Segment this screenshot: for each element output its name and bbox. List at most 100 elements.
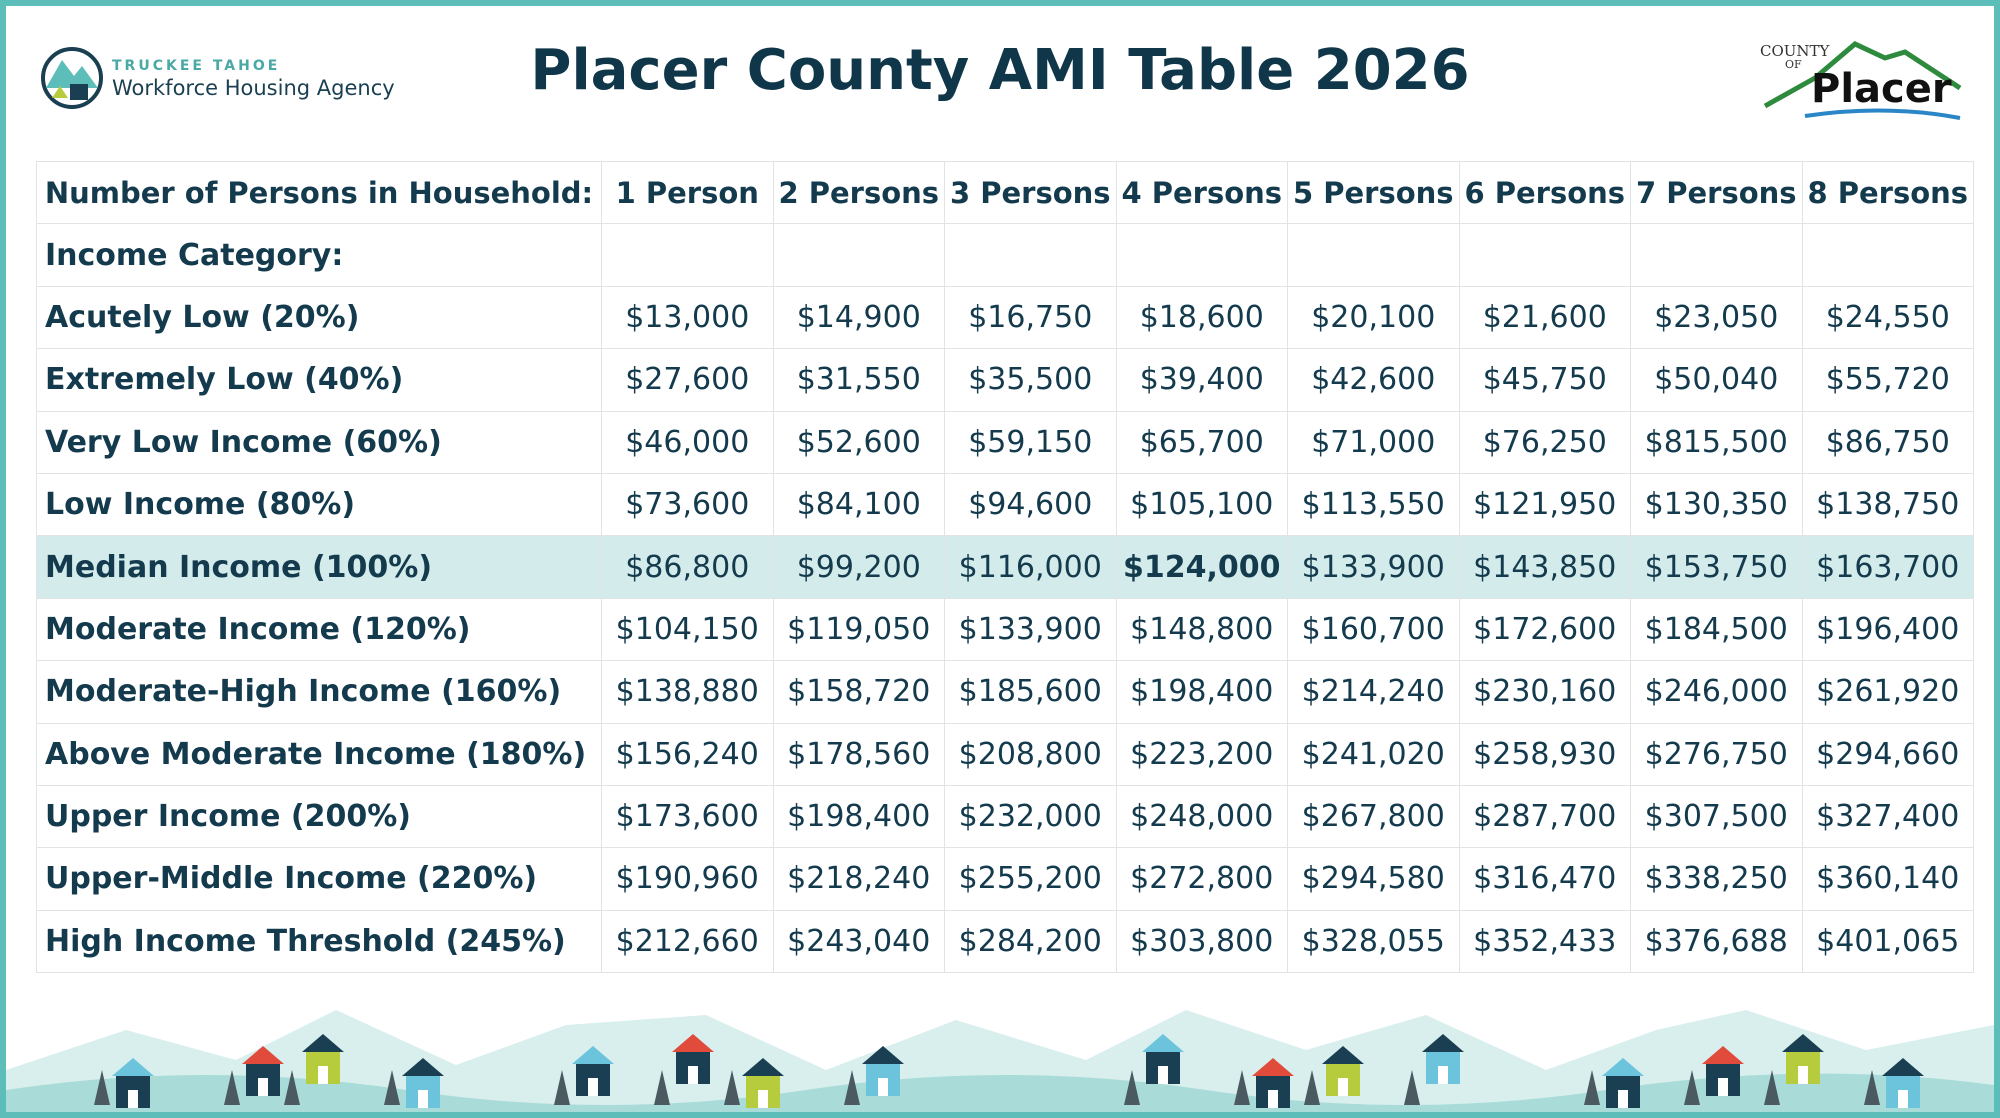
income-value: $223,200 xyxy=(1115,722,1288,786)
income-value: $23,050 xyxy=(1630,285,1803,350)
landscape-shape xyxy=(688,1066,698,1084)
income-value: $178,560 xyxy=(772,722,945,786)
empty-cell xyxy=(944,223,1117,287)
landscape-shape xyxy=(862,1046,904,1064)
income-row: Low Income (80%) $73,600 $84,100 $94,600 $10… xyxy=(36,472,1974,537)
income-row: Upper-Middle Income (220%) $190,960 $218,2… xyxy=(36,847,1974,911)
income-value: $156,240 xyxy=(601,722,774,786)
income-value: $116,000 xyxy=(944,535,1117,599)
landscape-shape xyxy=(94,1070,110,1105)
agency-icon xyxy=(41,47,103,109)
income-category: Very Low Income (60%) xyxy=(36,410,602,474)
income-value: $276,750 xyxy=(1630,722,1803,786)
income-row: Very Low Income (60%) $46,000 $52,600 $59,1… xyxy=(36,410,1974,474)
income-value: $133,900 xyxy=(944,597,1117,662)
income-value: $105,100 xyxy=(1115,472,1288,537)
county-swoosh xyxy=(1763,41,1962,120)
income-value: $158,720 xyxy=(772,660,945,724)
income-category: Moderate-High Income (160%) xyxy=(36,660,602,724)
landscape-shape xyxy=(1322,1046,1364,1064)
landscape-shape xyxy=(1764,1070,1780,1105)
income-value: $172,600 xyxy=(1458,597,1631,662)
income-value: $119,050 xyxy=(772,597,945,662)
landscape-shape xyxy=(1718,1078,1728,1096)
section-row: Income Category: xyxy=(36,223,1974,287)
income-category: Extremely Low (40%) xyxy=(36,348,602,412)
income-value: $294,660 xyxy=(1801,722,1974,786)
landscape-shape xyxy=(318,1066,328,1084)
county-label: COUNTY xyxy=(1760,42,1830,60)
income-value: $121,950 xyxy=(1458,472,1631,537)
income-value: $73,600 xyxy=(601,472,774,537)
landscape-shape xyxy=(572,1046,614,1064)
empty-cell xyxy=(1458,223,1631,287)
of-label: OF xyxy=(1785,58,1802,71)
landscape-shape xyxy=(1404,1070,1420,1105)
landscape-shape xyxy=(242,1046,284,1064)
income-value: $284,200 xyxy=(944,909,1117,974)
landscape-shape xyxy=(742,1058,784,1076)
empty-cell xyxy=(1115,223,1288,287)
income-value: $39,400 xyxy=(1115,348,1288,412)
header-row: Number of Persons in Household: 1 Person 2… xyxy=(36,160,1974,225)
landscape-shape xyxy=(554,1070,570,1105)
income-value: $52,600 xyxy=(772,410,945,474)
income-value: $143,850 xyxy=(1458,535,1631,599)
income-value: $45,750 xyxy=(1458,348,1631,412)
income-value: $20,100 xyxy=(1287,285,1460,350)
page-title: Placer County AMI Table 2026 xyxy=(530,38,1470,103)
income-value: $24,550 xyxy=(1801,285,1974,350)
agency-logo: TRUCKEE TAHOE Workforce Housing Agency xyxy=(40,46,395,114)
income-value: $27,600 xyxy=(601,348,774,412)
income-value: $21,600 xyxy=(1458,285,1631,350)
income-value: $218,240 xyxy=(772,847,945,911)
landscape-shape xyxy=(588,1078,598,1096)
income-value: $214,240 xyxy=(1287,660,1460,724)
landscape-shape xyxy=(1338,1078,1348,1096)
county-name: Placer xyxy=(1811,66,1952,112)
agency-name-top: TRUCKEE TAHOE xyxy=(112,58,281,74)
landscape-shape xyxy=(1618,1090,1628,1108)
income-value: $360,140 xyxy=(1801,847,1974,911)
income-value: $241,020 xyxy=(1287,722,1460,786)
income-value: $232,000 xyxy=(944,784,1117,849)
landscape-shape xyxy=(672,1034,714,1052)
column-header: 1 Person xyxy=(601,160,774,225)
income-value: $294,580 xyxy=(1287,847,1460,911)
income-value: $14,900 xyxy=(772,285,945,350)
income-row: Median Income (100%) $86,800 $99,200 $116,0… xyxy=(36,535,1974,599)
landscape-shape xyxy=(1882,1058,1924,1076)
landscape-shape xyxy=(1684,1070,1700,1105)
income-value: $46,000 xyxy=(601,410,774,474)
empty-cell xyxy=(601,223,774,287)
landscape-shape xyxy=(302,1034,344,1052)
income-value: $13,000 xyxy=(601,285,774,350)
income-value: $55,720 xyxy=(1801,348,1974,412)
income-value: $86,750 xyxy=(1801,410,1974,474)
landscape-shape xyxy=(1158,1066,1168,1084)
income-value: $18,600 xyxy=(1115,285,1288,350)
income-value: $230,160 xyxy=(1458,660,1631,724)
income-value: $94,600 xyxy=(944,472,1117,537)
column-header: 4 Persons xyxy=(1115,160,1288,225)
income-value: $327,400 xyxy=(1801,784,1974,849)
income-value: $113,550 xyxy=(1287,472,1460,537)
income-value: $173,600 xyxy=(601,784,774,849)
income-value: $31,550 xyxy=(772,348,945,412)
column-header: 3 Persons xyxy=(944,160,1117,225)
income-value: $42,600 xyxy=(1287,348,1460,412)
income-category: Moderate Income (120%) xyxy=(36,597,602,662)
landscape-shape xyxy=(724,1070,740,1105)
section-label: Income Category: xyxy=(36,223,602,287)
landscape-shape xyxy=(1438,1066,1448,1084)
income-value: $84,100 xyxy=(772,472,945,537)
income-row: Upper Income (200%) $173,600 $198,400 $232,… xyxy=(36,784,1974,849)
income-row: Extremely Low (40%) $27,600 $31,550 $35,500… xyxy=(36,348,1974,412)
landscape-shape xyxy=(258,1078,268,1096)
column-header: 5 Persons xyxy=(1287,160,1460,225)
column-header: 6 Persons xyxy=(1458,160,1631,225)
income-category: Median Income (100%) xyxy=(36,535,602,599)
income-row: Moderate-High Income (160%) $138,880 $158,… xyxy=(36,660,1974,724)
landscape-shape xyxy=(878,1078,888,1096)
